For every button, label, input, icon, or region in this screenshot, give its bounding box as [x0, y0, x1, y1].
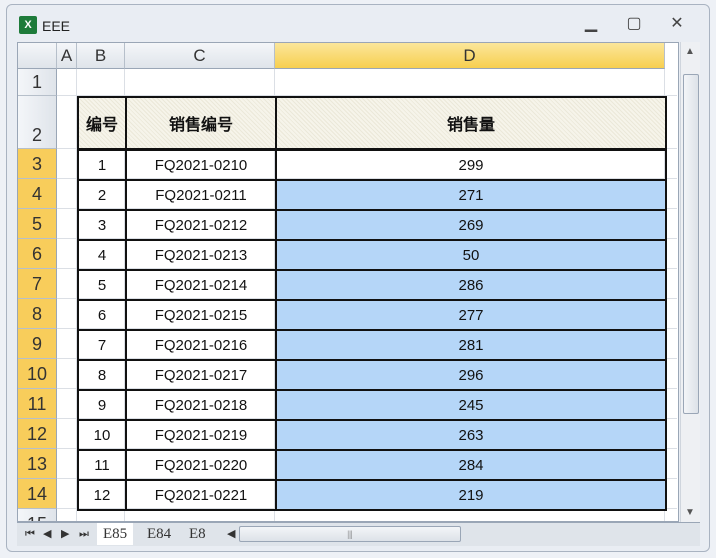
- sheet-tab-e84[interactable]: E84: [147, 526, 172, 542]
- sales-id-cell[interactable]: FQ2021-0216: [125, 329, 277, 361]
- number-cell[interactable]: 12: [77, 479, 127, 511]
- column-header-d[interactable]: D: [275, 43, 665, 69]
- number-cell[interactable]: 4: [77, 239, 127, 271]
- row-header-3[interactable]: 3: [18, 149, 57, 179]
- row-header-2[interactable]: 2: [18, 96, 57, 149]
- number-cell[interactable]: 7: [77, 329, 127, 361]
- number-cell[interactable]: 5: [77, 269, 127, 301]
- prev-sheet-button[interactable]: ◀: [43, 528, 52, 540]
- sales-id-cell[interactable]: FQ2021-0211: [125, 179, 277, 211]
- sales-id-cell[interactable]: FQ2021-0213: [125, 239, 277, 271]
- sales-id-cell[interactable]: FQ2021-0218: [125, 389, 277, 421]
- sales-volume-cell[interactable]: 245: [275, 389, 667, 421]
- gridline: [76, 69, 77, 521]
- sales-id-cell[interactable]: FQ2021-0214: [125, 269, 277, 301]
- number-cell[interactable]: 9: [77, 389, 127, 421]
- sales-volume-cell[interactable]: 299: [275, 149, 667, 181]
- sheet-tab-e8[interactable]: E8: [189, 526, 206, 542]
- number-cell[interactable]: 10: [77, 419, 127, 451]
- sales-id-cell[interactable]: FQ2021-0212: [125, 209, 277, 241]
- sales-volume-cell[interactable]: 263: [275, 419, 667, 451]
- table-header-cell[interactable]: 销售量: [275, 96, 667, 150]
- row-header-9[interactable]: 9: [18, 329, 57, 359]
- row-header-11[interactable]: 11: [18, 389, 57, 419]
- gridline: [57, 95, 677, 96]
- row-header-5[interactable]: 5: [18, 209, 57, 239]
- row-header-6[interactable]: 6: [18, 239, 57, 269]
- spreadsheet-grid[interactable]: ABCD123456789101112131415编号销售编号销售量1FQ202…: [17, 42, 679, 522]
- column-header-c[interactable]: C: [125, 43, 275, 69]
- number-cell[interactable]: 1: [77, 149, 127, 181]
- gridline: [124, 69, 125, 521]
- excel-icon: X: [19, 16, 37, 34]
- number-cell[interactable]: 8: [77, 359, 127, 391]
- horizontal-scrollbar-thumb[interactable]: |||: [239, 526, 461, 542]
- sales-volume-cell[interactable]: 281: [275, 329, 667, 361]
- first-sheet-button[interactable]: ⏮: [25, 528, 35, 540]
- sheet-tab-e85[interactable]: E85: [97, 523, 134, 545]
- sales-volume-cell[interactable]: 296: [275, 359, 667, 391]
- gridline: [57, 178, 677, 179]
- row-header-8[interactable]: 8: [18, 299, 57, 329]
- number-cell[interactable]: 11: [77, 449, 127, 481]
- select-all-corner[interactable]: [18, 43, 57, 69]
- sales-volume-cell[interactable]: 271: [275, 179, 667, 211]
- sales-id-cell[interactable]: FQ2021-0215: [125, 299, 277, 331]
- table-header-cell[interactable]: 销售编号: [125, 96, 277, 150]
- row-header-15[interactable]: 15: [18, 509, 57, 521]
- sales-volume-cell[interactable]: 286: [275, 269, 667, 301]
- vertical-scrollbar[interactable]: ▲ ▼: [680, 42, 700, 522]
- row-header-10[interactable]: 10: [18, 359, 57, 389]
- sales-id-cell[interactable]: FQ2021-0217: [125, 359, 277, 391]
- maximize-button[interactable]: ▢: [626, 15, 642, 32]
- sales-volume-cell[interactable]: 284: [275, 449, 667, 481]
- close-button[interactable]: ✕: [670, 15, 684, 32]
- number-cell[interactable]: 6: [77, 299, 127, 331]
- window-title: EEE: [42, 18, 71, 34]
- last-sheet-button[interactable]: ⏭: [79, 528, 89, 540]
- scroll-down-icon[interactable]: ▼: [685, 507, 695, 518]
- sales-volume-cell[interactable]: 269: [275, 209, 667, 241]
- gridline: [274, 69, 275, 521]
- row-header-1[interactable]: 1: [18, 69, 57, 96]
- scrollbar-thumb[interactable]: [683, 74, 699, 414]
- number-cell[interactable]: 2: [77, 179, 127, 211]
- sales-id-cell[interactable]: FQ2021-0210: [125, 149, 277, 181]
- minimize-button[interactable]: ▁: [584, 15, 598, 32]
- table-header-cell[interactable]: 编号: [77, 96, 127, 150]
- row-header-4[interactable]: 4: [18, 179, 57, 209]
- row-header-7[interactable]: 7: [18, 269, 57, 299]
- sales-volume-cell[interactable]: 219: [275, 479, 667, 511]
- scroll-up-icon[interactable]: ▲: [685, 46, 695, 57]
- sales-id-cell[interactable]: FQ2021-0219: [125, 419, 277, 451]
- sales-volume-cell[interactable]: 50: [275, 239, 667, 271]
- sales-volume-cell[interactable]: 277: [275, 299, 667, 331]
- row-header-14[interactable]: 14: [18, 479, 57, 509]
- row-header-12[interactable]: 12: [18, 419, 57, 449]
- scroll-left-icon[interactable]: ◀: [227, 528, 236, 540]
- sales-id-cell[interactable]: FQ2021-0220: [125, 449, 277, 481]
- column-header-b[interactable]: B: [77, 43, 125, 69]
- number-cell[interactable]: 3: [77, 209, 127, 241]
- column-header-a[interactable]: A: [57, 43, 77, 69]
- sales-id-cell[interactable]: FQ2021-0221: [125, 479, 277, 511]
- sheet-tab-bar: ⏮ ◀ ▶ ⏭ E85 E84 E8 ◀ |||: [17, 522, 700, 546]
- row-header-13[interactable]: 13: [18, 449, 57, 479]
- next-sheet-button[interactable]: ▶: [61, 528, 70, 540]
